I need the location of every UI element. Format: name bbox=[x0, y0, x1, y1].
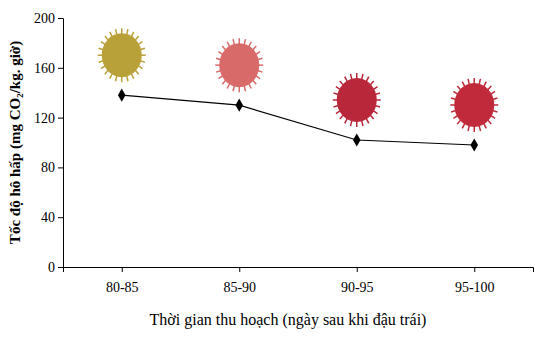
plot-area bbox=[118, 89, 478, 152]
data-point bbox=[470, 138, 478, 151]
x-tick-mark bbox=[357, 267, 358, 272]
x-axis-line bbox=[64, 268, 534, 273]
fruit-icon bbox=[98, 28, 146, 82]
x-tick: 90-95 bbox=[341, 267, 374, 295]
data-point bbox=[353, 133, 361, 146]
fruit-body bbox=[219, 43, 259, 87]
chart: 0 40 80 120 160 200 80-85 85-90 90-95 95-100 Thời … bbox=[0, 0, 535, 339]
y-tick-label: 120 bbox=[34, 111, 55, 126]
x-tick-mark bbox=[474, 267, 475, 272]
x-tick: 80-85 bbox=[106, 267, 139, 295]
y-tick-label: 160 bbox=[34, 61, 55, 76]
x-axis-title: Thời gian thu hoạch (ngày sau khi đậu tr… bbox=[150, 311, 427, 329]
fruit-icon bbox=[333, 73, 381, 127]
data-point bbox=[118, 89, 126, 102]
x-tick: 95-100 bbox=[455, 267, 495, 295]
x-tick-label: 85-90 bbox=[223, 280, 256, 295]
fruit-body bbox=[102, 33, 142, 77]
y-tick-mark bbox=[58, 18, 63, 19]
y-axis-title: Tốc độ hô hấp (mg CO₂/kg. giờ) bbox=[7, 41, 24, 244]
fruit-icon bbox=[450, 78, 498, 132]
x-tick-label: 80-85 bbox=[106, 280, 139, 295]
y-tick: 80 bbox=[41, 160, 63, 175]
y-tick: 0 bbox=[48, 260, 63, 275]
y-tick-mark bbox=[58, 167, 63, 168]
y-tick-mark bbox=[58, 68, 63, 69]
fruit-icons bbox=[98, 28, 499, 132]
y-tick-label: 200 bbox=[34, 11, 55, 26]
y-tick-mark bbox=[58, 217, 63, 218]
x-axis: 80-85 85-90 90-95 95-100 bbox=[64, 267, 534, 295]
y-tick-mark bbox=[58, 267, 63, 268]
y-tick-mark bbox=[58, 118, 63, 119]
y-axis: 0 40 80 120 160 200 bbox=[34, 11, 64, 275]
x-tick-label: 95-100 bbox=[455, 280, 495, 295]
series-line bbox=[122, 95, 475, 145]
y-tick-label: 40 bbox=[41, 210, 55, 225]
y-tick: 160 bbox=[34, 61, 63, 76]
y-tick: 120 bbox=[34, 111, 63, 126]
x-tick: 85-90 bbox=[223, 267, 256, 295]
y-tick-label: 80 bbox=[41, 160, 55, 175]
fruit-body bbox=[454, 83, 494, 127]
y-tick-label: 0 bbox=[48, 260, 55, 275]
x-tick-mark bbox=[239, 267, 240, 272]
y-tick: 40 bbox=[41, 210, 63, 225]
fruit-icon bbox=[215, 38, 263, 92]
data-point bbox=[235, 99, 243, 112]
fruit-body bbox=[337, 78, 377, 122]
x-tick-mark bbox=[122, 267, 123, 272]
y-axis-line bbox=[58, 19, 64, 268]
y-tick: 200 bbox=[34, 11, 63, 26]
x-tick-label: 90-95 bbox=[341, 280, 374, 295]
